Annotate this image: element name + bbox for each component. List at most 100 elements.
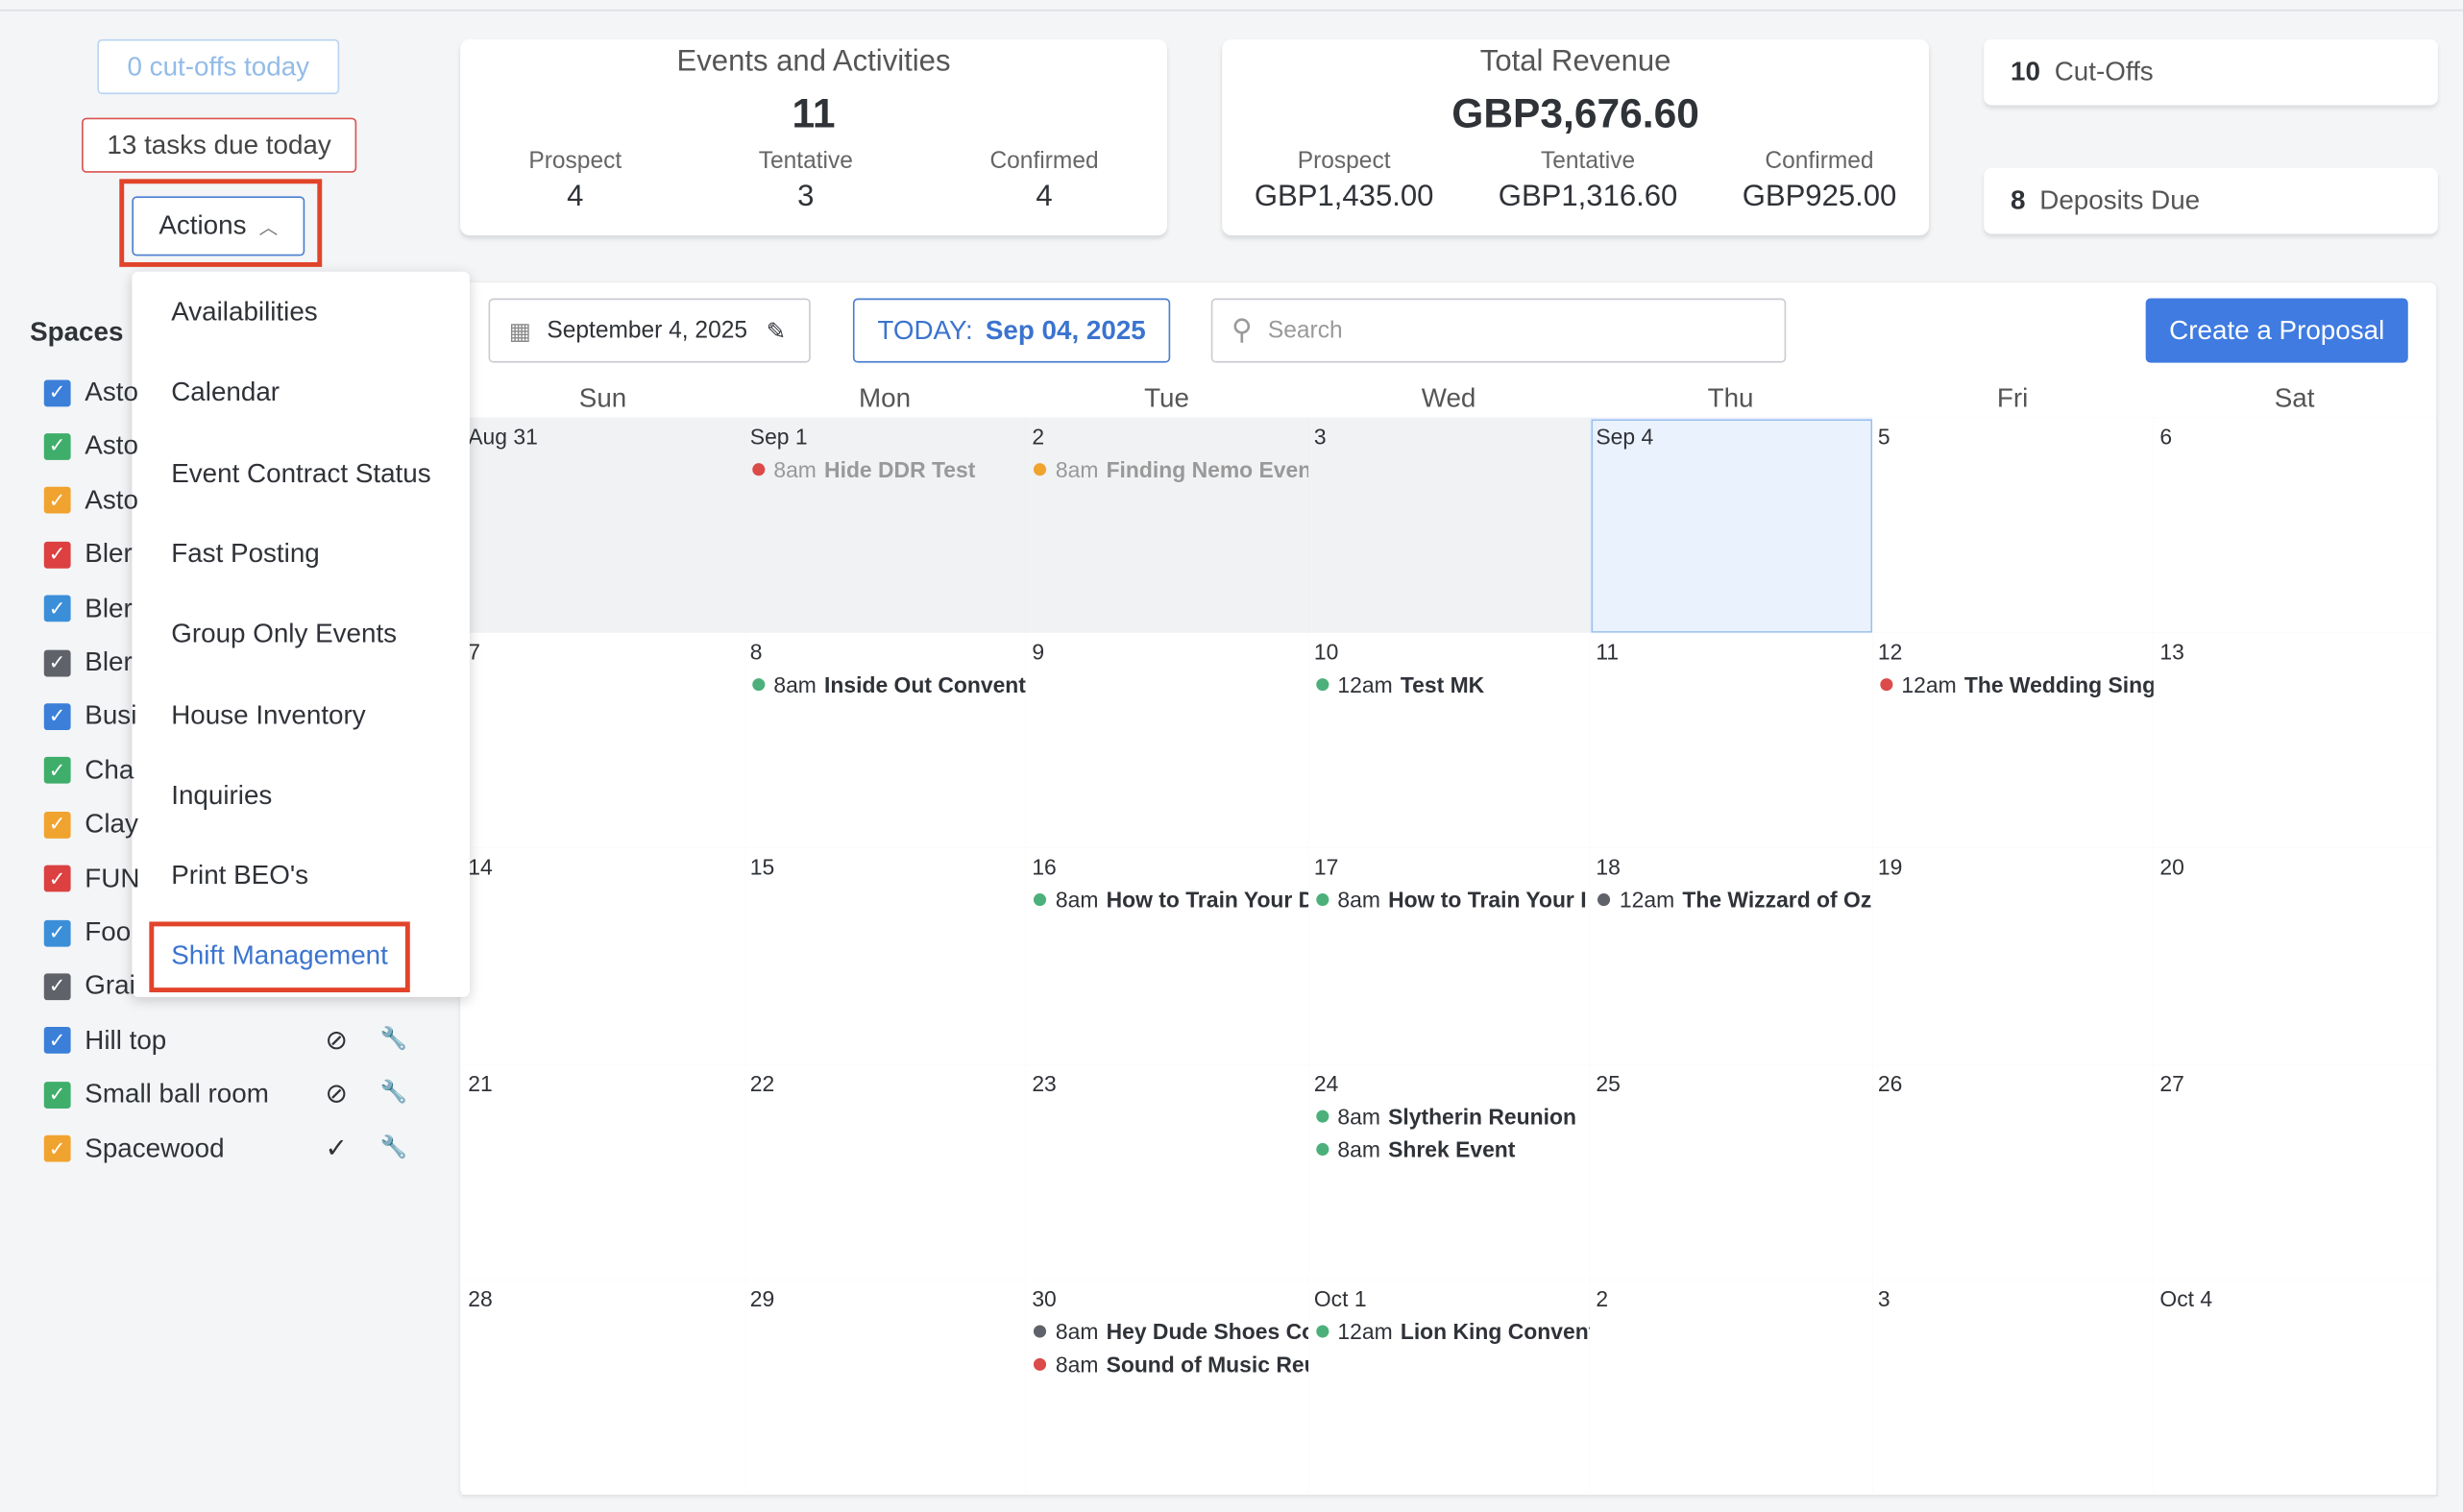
day-cell[interactable]: 20 [2153, 848, 2438, 1066]
day-cell[interactable]: 28 [461, 1279, 745, 1497]
menu-item[interactable]: Availabilities [171, 296, 318, 327]
day-cell[interactable]: 18 12am The Wizzard of Oz [1589, 848, 1873, 1066]
day-cell[interactable]: 2 8am Finding Nemo Even [1025, 417, 1309, 635]
menu-item[interactable]: Fast Posting [171, 538, 320, 569]
day-cell[interactable]: 6 [2153, 417, 2438, 635]
day-cell[interactable]: 9 [1025, 633, 1309, 850]
wrench-icon[interactable]: 🔧 [379, 1133, 408, 1158]
space-row[interactable]: ✓ Bler [43, 539, 133, 571]
day-cell[interactable]: Aug 31 [461, 417, 745, 635]
day-cell[interactable]: 10 12am Test MK [1307, 633, 1592, 850]
event[interactable]: 12am Test MK [1315, 672, 1484, 697]
space-row[interactable]: ✓ Grai [43, 970, 135, 1003]
menu-item[interactable]: Shift Management [171, 940, 388, 971]
search-input[interactable]: ⚲ Search [1210, 298, 1787, 363]
space-row[interactable]: ✓ Hill top ⊘ 🔧 [43, 1025, 407, 1057]
day-cell[interactable]: 12 12am The Wedding Sing [1871, 633, 2156, 850]
day-cell[interactable]: Sep 1 8am Hide DDR Test [744, 417, 1028, 635]
day-cell[interactable]: 29 [744, 1279, 1028, 1497]
space-row[interactable]: ✓ Busi [43, 701, 136, 733]
date-picker[interactable]: ▦ September 4, 2025 ✎ [488, 298, 811, 363]
day-cell[interactable]: Oct 1 12am Lion King Convent [1307, 1279, 1592, 1497]
day-cell[interactable]: 5 [1871, 417, 2156, 635]
day-cell[interactable]: 25 [1589, 1063, 1873, 1281]
space-row[interactable]: ✓ Clay [43, 809, 138, 841]
create-proposal-button[interactable]: Create a Proposal [2145, 298, 2408, 363]
day-cell[interactable]: 30 8am Hey Dude Shoes Co 8am Sound of Music … [1025, 1279, 1309, 1497]
breakdown-item: Prospect GBP1,435.00 [1255, 148, 1434, 215]
event[interactable]: 8am How to Train Your I [1315, 888, 1587, 913]
side-card[interactable]: 10 Cut-Offs [1984, 38, 2438, 106]
event[interactable]: 12am The Wedding Sing [1879, 672, 2154, 697]
day-cell[interactable]: 26 [1871, 1063, 2156, 1281]
breakdown-label: Tentative [758, 147, 853, 175]
today-button[interactable]: TODAY: Sep 04, 2025 [852, 298, 1171, 363]
breakdown-value: GBP1,435.00 [1254, 180, 1434, 214]
menu-item[interactable]: Inquiries [171, 780, 273, 811]
event[interactable]: 8am Sound of Music Reu [1033, 1353, 1307, 1378]
space-row[interactable]: ✓ Bler [43, 646, 133, 678]
day-cell[interactable]: 24 8am Slytherin Reunion 8am Shrek Event [1307, 1063, 1592, 1281]
event[interactable]: 12am Lion King Convent [1315, 1319, 1590, 1344]
side-card[interactable]: 8 Deposits Due [1984, 167, 2438, 234]
event[interactable]: 8am Hey Dude Shoes Co [1033, 1319, 1307, 1344]
space-name: Cha [85, 754, 134, 785]
day-cell[interactable]: 23 [1025, 1063, 1309, 1281]
menu-item[interactable]: Event Contract Status [171, 457, 431, 488]
tasks-button[interactable]: 13 tasks due today [82, 117, 357, 173]
space-name: Asto [85, 377, 138, 407]
actions-button[interactable]: Actions ︿ [132, 196, 305, 256]
space-row[interactable]: ✓ Asto [43, 377, 138, 408]
space-row[interactable]: ✓ Asto [43, 485, 138, 517]
event-dot [1033, 893, 1047, 907]
space-row[interactable]: ✓ FUN [43, 863, 139, 894]
day-cell[interactable]: 3 [1307, 417, 1592, 635]
event-time: 8am [773, 456, 817, 482]
event[interactable]: 12am The Wizzard of Oz [1597, 888, 1871, 913]
day-cell[interactable]: 7 [461, 633, 745, 850]
day-cell[interactable]: 2 [1589, 1279, 1873, 1497]
space-row[interactable]: ✓ Spacewood ✓ 🔧 [43, 1133, 407, 1164]
day-label: 18 [1596, 854, 1621, 880]
space-row[interactable]: ✓ Bler [43, 593, 133, 624]
day-cell[interactable]: 22 [744, 1063, 1028, 1281]
event[interactable]: 8am Inside Out Convent [751, 672, 1026, 697]
space-row[interactable]: ✓ Small ball room ⊘ 🔧 [43, 1079, 407, 1110]
event[interactable]: 8am Slytherin Reunion [1315, 1103, 1576, 1129]
breakdown-label: Prospect [1297, 147, 1391, 175]
space-row[interactable]: ✓ Foo [43, 917, 131, 949]
event[interactable]: 8am Shrek Event [1315, 1137, 1515, 1162]
day-cell[interactable]: 3 [1871, 1279, 2156, 1497]
menu-item[interactable]: Group Only Events [171, 619, 398, 649]
day-cell[interactable]: 13 [2153, 633, 2438, 850]
day-cell[interactable]: 14 [461, 848, 745, 1066]
day-label: 20 [2159, 854, 2184, 880]
event[interactable]: 8am Finding Nemo Even [1033, 457, 1307, 482]
menu-item[interactable]: Print BEO's [171, 860, 309, 890]
day-cell[interactable]: 27 [2153, 1063, 2438, 1281]
menu-item[interactable]: Calendar [171, 377, 280, 407]
day-cell[interactable]: 8 8am Inside Out Convent [744, 633, 1028, 850]
day-cell[interactable]: Sep 4 [1589, 417, 1873, 635]
checkbox: ✓ [43, 973, 71, 1000]
space-name: Grai [85, 970, 135, 1001]
event-dot [1879, 678, 1892, 692]
checkbox: ✓ [43, 432, 71, 460]
event[interactable]: 8am Hide DDR Test [751, 457, 975, 482]
space-row[interactable]: ✓ Asto [43, 430, 138, 462]
day-cell[interactable]: Oct 4 [2153, 1279, 2438, 1497]
event-dot [1033, 1325, 1047, 1338]
event[interactable]: 8am How to Train Your D [1033, 888, 1307, 913]
day-cell[interactable]: 16 8am How to Train Your D [1025, 848, 1309, 1066]
menu-item[interactable]: House Inventory [171, 699, 366, 730]
wrench-icon[interactable]: 🔧 [379, 1024, 408, 1051]
space-row[interactable]: ✓ Cha [43, 754, 134, 787]
day-cell[interactable]: 19 [1871, 848, 2156, 1066]
day-label: 7 [468, 639, 481, 665]
day-cell[interactable]: 11 [1589, 633, 1873, 850]
day-cell[interactable]: 17 8am How to Train Your I [1307, 848, 1592, 1066]
wrench-icon[interactable]: 🔧 [379, 1079, 408, 1105]
cutoffs-button[interactable]: 0 cut-offs today [97, 38, 340, 95]
day-cell[interactable]: 15 [744, 848, 1028, 1066]
day-cell[interactable]: 21 [461, 1063, 745, 1281]
